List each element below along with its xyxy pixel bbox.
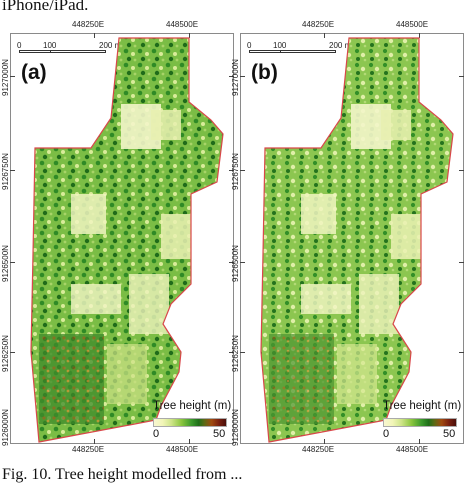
northing-label: 9126250N bbox=[1, 335, 10, 372]
legend-min: 0 bbox=[153, 428, 160, 440]
map-panel-b: 448250E 448500E 448250E 448500E 9127000N… bbox=[231, 20, 464, 454]
legend-color-ramp bbox=[153, 418, 227, 427]
northing-label: 9126000N bbox=[231, 409, 240, 446]
legend-color-ramp bbox=[383, 418, 457, 427]
scale-bar: 0 100 200 m bbox=[17, 41, 139, 56]
tick-bottom bbox=[189, 439, 190, 444]
legend-min: 0 bbox=[383, 428, 390, 440]
tick-right bbox=[229, 170, 234, 171]
canopy-layer bbox=[261, 38, 453, 442]
tick-left bbox=[240, 170, 245, 171]
study-area-boundary bbox=[30, 37, 224, 443]
panel-label: (b) bbox=[251, 61, 278, 84]
scale-tick: 100 bbox=[43, 41, 57, 50]
scale-bar: 0 100 200 m bbox=[247, 41, 369, 56]
tick-left bbox=[10, 76, 15, 77]
caption-bottom: Fig. 10. Tree height modelled from ... bbox=[2, 466, 243, 483]
caption-top: iPhone/iPad. bbox=[2, 0, 89, 14]
tick-left bbox=[10, 262, 15, 263]
tick-left bbox=[240, 352, 245, 353]
easting-label: 448250E bbox=[302, 20, 335, 29]
scale-segment bbox=[280, 50, 336, 53]
tick-bottom bbox=[419, 439, 420, 444]
legend-title: Tree height (m) bbox=[383, 400, 462, 412]
scale-tick: 100 bbox=[273, 41, 287, 50]
tick-left bbox=[10, 352, 15, 353]
tick-top bbox=[94, 33, 95, 38]
northing-label: 9126750N bbox=[231, 153, 240, 190]
tick-left bbox=[240, 262, 245, 263]
northing-label: 9127000N bbox=[231, 59, 240, 96]
scale-tick: 0 bbox=[17, 41, 22, 50]
easting-label: 448500E bbox=[166, 445, 199, 454]
legend: Tree height (m) 0 50 bbox=[149, 398, 233, 442]
study-area-boundary bbox=[260, 37, 454, 443]
easting-label: 448500E bbox=[396, 445, 429, 454]
northing-label: 9126000N bbox=[1, 409, 10, 446]
map-panel-a: 448250E 448500E 448250E 448500E 9127000N… bbox=[1, 20, 234, 454]
tick-right bbox=[459, 262, 464, 263]
easting-label: 448250E bbox=[302, 445, 335, 454]
scale-tick: 200 m bbox=[99, 41, 122, 50]
tick-right bbox=[459, 76, 464, 77]
northing-label: 9126500N bbox=[231, 245, 240, 282]
northing-label: 9126500N bbox=[1, 245, 10, 282]
panel-label: (a) bbox=[21, 61, 47, 84]
tick-bottom bbox=[94, 439, 95, 444]
tree-height-map bbox=[30, 37, 224, 443]
tick-left bbox=[240, 76, 245, 77]
tick-top bbox=[419, 33, 420, 38]
northing-label: 9127000N bbox=[1, 59, 10, 96]
legend-max: 50 bbox=[443, 428, 456, 440]
tick-bottom bbox=[324, 439, 325, 444]
northing-label: 9126750N bbox=[1, 153, 10, 190]
tick-top bbox=[189, 33, 190, 38]
scale-segment bbox=[50, 50, 106, 53]
easting-label: 448500E bbox=[396, 20, 429, 29]
legend-max: 50 bbox=[213, 428, 226, 440]
tick-right bbox=[229, 76, 234, 77]
easting-label: 448500E bbox=[166, 20, 199, 29]
scale-tick: 200 m bbox=[329, 41, 352, 50]
tick-right bbox=[229, 262, 234, 263]
easting-label: 448250E bbox=[72, 20, 105, 29]
tick-right bbox=[459, 352, 464, 353]
legend: Tree height (m) 0 50 bbox=[379, 398, 463, 442]
tick-right bbox=[459, 170, 464, 171]
tick-left bbox=[10, 170, 15, 171]
canopy-layer bbox=[31, 38, 223, 442]
tick-top bbox=[324, 33, 325, 38]
tick-right bbox=[229, 352, 234, 353]
tree-height-map bbox=[260, 37, 454, 443]
legend-title: Tree height (m) bbox=[153, 400, 232, 412]
northing-label: 9126250N bbox=[231, 335, 240, 372]
scale-tick: 0 bbox=[247, 41, 252, 50]
easting-label: 448250E bbox=[72, 445, 105, 454]
